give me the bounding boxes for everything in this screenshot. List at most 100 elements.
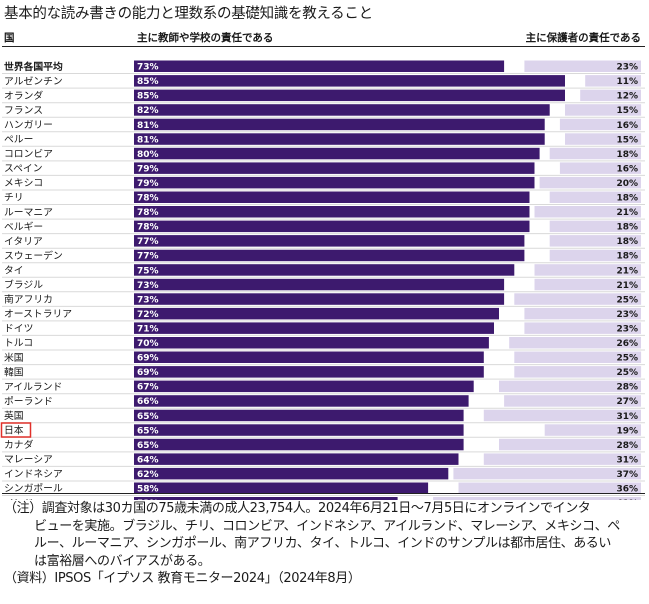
teacher-bar — [134, 380, 474, 393]
category-label: ドイツ — [4, 324, 33, 335]
teacher-bar — [134, 424, 464, 436]
category-label: 日本 — [4, 424, 24, 437]
parent-bar — [580, 89, 641, 102]
category-label: ブラジル — [4, 278, 43, 291]
parent-series-header: 主に保護者の責任である — [525, 32, 641, 44]
parent-bar — [524, 60, 641, 72]
category-label: ポーランド — [4, 395, 53, 407]
parent-value-label: 12% — [616, 92, 638, 102]
teacher-value-label: 85% — [137, 92, 159, 102]
parent-bar — [549, 191, 641, 203]
parent-bar — [483, 409, 641, 422]
parent-bar — [514, 351, 642, 363]
category-label: ハンガリー — [4, 119, 53, 131]
category-label: 英国 — [4, 409, 24, 422]
teacher-bar — [134, 351, 484, 363]
teacher-value-label: 79% — [137, 179, 159, 189]
category-label: 南アフリカ — [4, 293, 53, 306]
teacher-value-label: 77% — [137, 252, 159, 262]
teacher-series-header: 主に教師や学校の責任である — [137, 32, 274, 44]
teacher-bar — [134, 147, 540, 160]
teacher-bar — [134, 264, 515, 276]
teacher-value-label: 69% — [137, 368, 159, 378]
teacher-value-label: 78% — [137, 223, 159, 233]
parent-value-label: 18% — [616, 194, 638, 204]
parent-value-label: 16% — [616, 121, 638, 131]
teacher-value-label: 67% — [137, 383, 159, 393]
teacher-value-label: 65% — [137, 426, 159, 436]
parent-value-label: 18% — [616, 252, 638, 262]
parent-value-label: 31% — [616, 412, 638, 422]
category-label: ルーマニア — [4, 207, 53, 218]
parent-bar — [504, 395, 641, 407]
category-label: シンガポール — [4, 483, 63, 495]
parent-value-label: 28% — [616, 383, 638, 393]
parent-value-label: 16% — [616, 164, 638, 174]
parent-value-label: 37% — [616, 470, 638, 480]
teacher-bar — [134, 60, 505, 72]
category-label: 世界各国平均 — [4, 60, 63, 73]
teacher-value-label: 78% — [137, 208, 159, 218]
parent-bar — [539, 176, 641, 189]
parent-bar — [458, 482, 641, 494]
category-label: マレーシア — [4, 455, 53, 466]
teacher-bar — [134, 453, 459, 465]
teacher-value-label: 70% — [137, 339, 159, 349]
parent-bar — [559, 118, 641, 131]
diverging-bar-chart: 世界各国平均 73% 23% アルゼンチン 85% 11% オランダ 85% 12% フランス 82… — [0, 60, 645, 500]
parent-value-label: 19% — [616, 426, 638, 436]
parent-bar — [549, 249, 641, 262]
teacher-value-label: 66% — [137, 397, 159, 407]
parent-bar — [499, 438, 641, 451]
parent-bar — [549, 235, 641, 247]
teacher-bar — [134, 395, 469, 407]
parent-bar — [544, 424, 641, 436]
category-label: オランダ — [4, 89, 43, 102]
parent-value-label: 25% — [616, 354, 638, 364]
teacher-value-label: 52% — [137, 499, 159, 500]
parent-value-label: 23% — [616, 310, 638, 320]
parent-bar — [499, 380, 641, 393]
footnote-line: は富裕層へのバイアスがある。 — [34, 553, 211, 569]
parent-bar — [549, 147, 641, 160]
teacher-bar — [134, 482, 429, 494]
teacher-bar — [134, 278, 505, 291]
parent-value-label: 18% — [616, 237, 638, 247]
footnote-line: ビューを実施。ブラジル、チリ、コロンビア、インドネシア、アイルランド、マレーシア… — [34, 518, 620, 534]
parent-bar — [534, 264, 641, 276]
parent-value-label: 21% — [616, 266, 638, 276]
parent-value-label: 36% — [616, 485, 638, 495]
parent-value-label: 18% — [616, 223, 638, 233]
parent-bar — [549, 220, 641, 233]
teacher-bar — [134, 307, 499, 320]
category-label: アルゼンチン — [4, 75, 63, 87]
teacher-value-label: 82% — [137, 106, 159, 116]
category-label: タイ — [4, 265, 24, 277]
category-label: ペルー — [4, 135, 33, 146]
parent-value-label: 26% — [616, 339, 638, 349]
teacher-bar — [134, 337, 489, 349]
teacher-value-label: 81% — [137, 121, 159, 131]
parent-bar — [524, 322, 641, 334]
teacher-value-label: 78% — [137, 194, 159, 204]
parent-value-label: 23% — [616, 63, 638, 73]
teacher-value-label: 65% — [137, 441, 159, 451]
teacher-bar — [134, 438, 464, 451]
parent-value-label: 28% — [616, 441, 638, 451]
teacher-bar — [134, 409, 464, 422]
parent-value-label: 21% — [616, 281, 638, 291]
teacher-bar — [134, 467, 449, 480]
teacher-value-label: 81% — [137, 135, 159, 145]
parent-value-label: 21% — [616, 208, 638, 218]
teacher-bar — [134, 89, 565, 102]
parent-bar — [483, 453, 641, 465]
teacher-value-label: 64% — [137, 455, 159, 465]
category-label: フランス — [4, 104, 43, 116]
teacher-bar — [134, 104, 550, 116]
teacher-value-label: 85% — [137, 77, 159, 87]
category-label: アイルランド — [4, 381, 62, 393]
category-label: インドネシア — [4, 468, 63, 480]
category-label: 韓国 — [4, 366, 24, 378]
teacher-value-label: 72% — [137, 310, 159, 320]
bottom-rule — [2, 493, 645, 494]
